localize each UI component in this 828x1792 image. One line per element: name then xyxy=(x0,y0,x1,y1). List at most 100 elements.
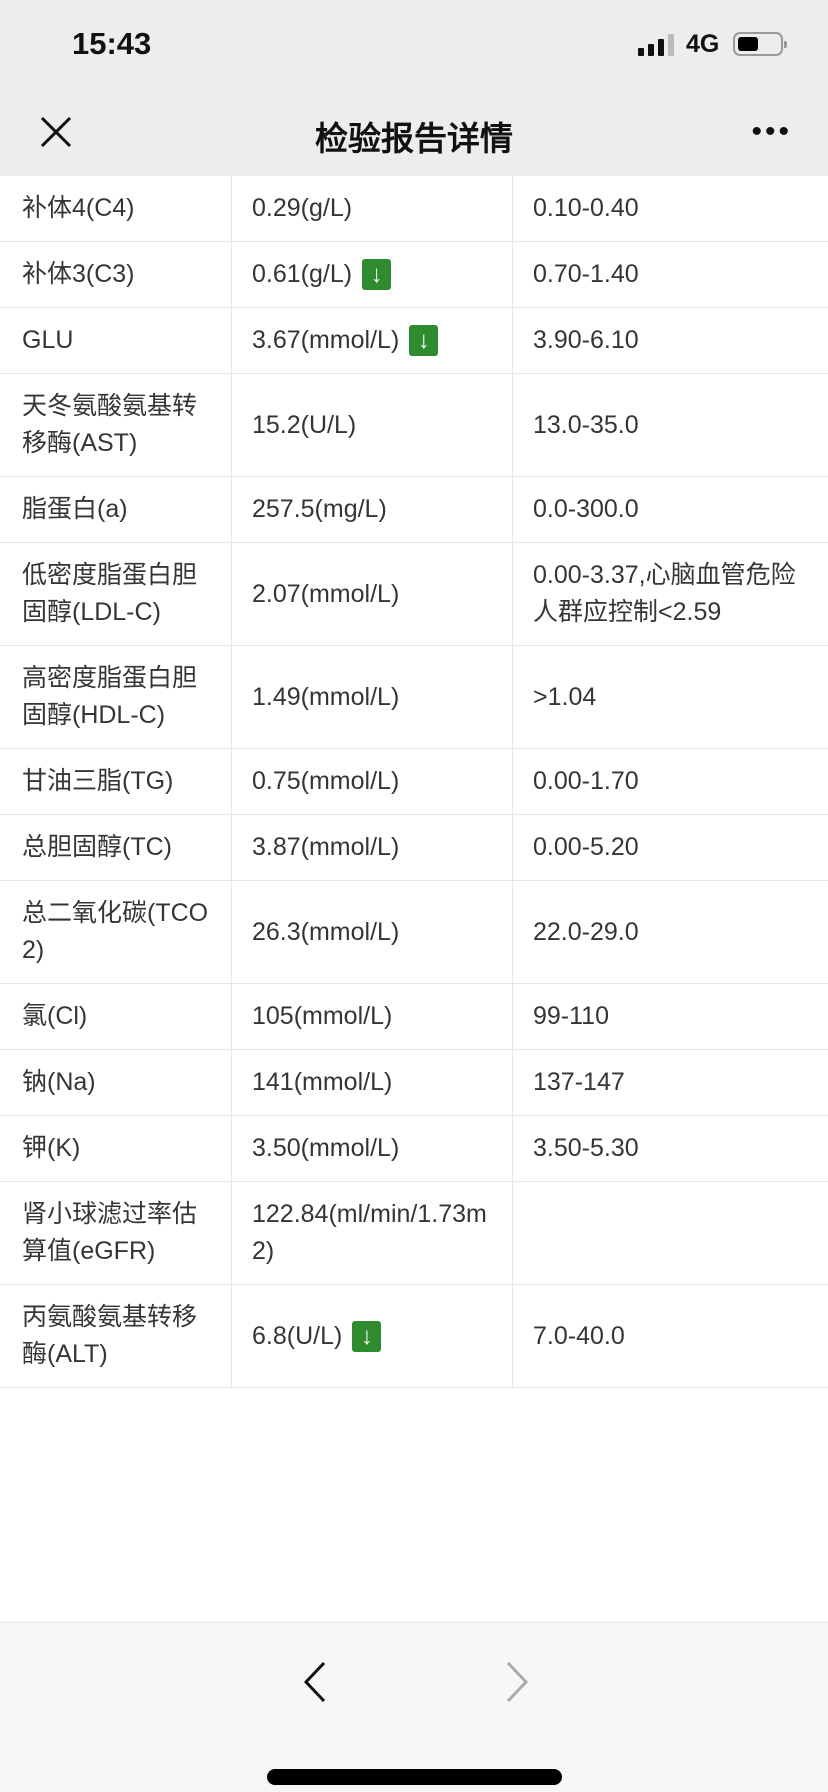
network-type: 4G xyxy=(686,30,720,58)
test-name: 钾(K) xyxy=(0,1116,232,1181)
forward-arrow-icon[interactable] xyxy=(496,1657,536,1707)
table-row: 肾小球滤过率估算值(eGFR) 122.84(ml/min/1.73m2) xyxy=(0,1182,828,1285)
test-name-text: 丙氨酸氨基转移酶(ALT) xyxy=(22,1303,198,1368)
test-value: 122.84(ml/min/1.73m2) xyxy=(232,1182,513,1284)
more-icon[interactable]: ••• xyxy=(751,115,792,148)
table-row: 脂蛋白(a) 257.5(mg/L) 0.0-300.0 xyxy=(0,477,828,543)
home-indicator[interactable] xyxy=(267,1769,562,1785)
reference-range: 137-147 xyxy=(513,1050,828,1115)
reference-range-text: 99-110 xyxy=(533,1002,609,1030)
test-name: 钠(Na) xyxy=(0,1050,232,1115)
test-name: 低密度脂蛋白胆固醇(LDL-C) xyxy=(0,543,232,645)
test-value: 15.2(U/L) xyxy=(232,374,513,476)
reference-range: 0.70-1.40 xyxy=(513,242,828,307)
table-row: 高密度脂蛋白胆固醇(HDL-C) 1.49(mmol/L) >1.04 xyxy=(0,646,828,749)
test-value-text: 141(mmol/L) xyxy=(252,1068,393,1096)
test-name: 氯(Cl) xyxy=(0,984,232,1049)
reference-range: 3.90-6.10 xyxy=(513,308,828,373)
test-value: 0.61(g/L) ↓ xyxy=(232,242,513,307)
arrow-down-icon: ↓ xyxy=(362,259,392,290)
reference-range-text: 0.0-300.0 xyxy=(533,495,639,523)
reference-range-text: 0.10-0.40 xyxy=(533,194,639,222)
test-value-text: 0.75(mmol/L) xyxy=(252,767,400,795)
test-value-text: 2.07(mmol/L) xyxy=(252,579,400,608)
reference-range: 0.00-5.20 xyxy=(513,815,828,880)
test-name: GLU xyxy=(0,308,232,373)
test-value-text: 6.8(U/L) xyxy=(252,1321,343,1350)
close-icon[interactable] xyxy=(36,112,76,152)
table-row: 补体3(C3) 0.61(g/L) ↓ 0.70-1.40 xyxy=(0,242,828,308)
arrow-down-icon: ↓ xyxy=(352,1320,382,1352)
reference-range-text: >1.04 xyxy=(533,682,597,711)
report-table: 补体4(C4) 0.29(g/L) 0.10-0.40 补体3(C3) 0.61(… xyxy=(0,176,828,1388)
test-value: 3.50(mmol/L) xyxy=(232,1116,513,1181)
table-row: 补体4(C4) 0.29(g/L) 0.10-0.40 xyxy=(0,176,828,242)
test-value: 257.5(mg/L) xyxy=(232,477,513,542)
test-value: 3.67(mmol/L) ↓ xyxy=(232,308,513,373)
test-value-text: 26.3(mmol/L) xyxy=(252,917,400,946)
table-row: 氯(Cl) 105(mmol/L) 99-110 xyxy=(0,984,828,1050)
table-row: 总胆固醇(TC) 3.87(mmol/L) 0.00-5.20 xyxy=(0,815,828,881)
reference-range-text: 0.00-5.20 xyxy=(533,833,639,861)
test-name-text: 甘油三脂(TG) xyxy=(22,767,174,795)
battery-icon xyxy=(733,32,787,56)
test-name-text: 总胆固醇(TC) xyxy=(22,833,172,861)
test-name-text: 天冬氨酸氨基转移酶(AST) xyxy=(22,392,198,457)
test-name: 脂蛋白(a) xyxy=(0,477,232,542)
reference-range: 0.00-3.37,心脑血管危险人群应控制<2.59 xyxy=(513,543,828,645)
test-value-text: 257.5(mg/L) xyxy=(252,495,387,523)
reference-range-text: 0.00-3.37,心脑血管危险人群应控制<2.59 xyxy=(533,561,796,626)
test-name: 总二氧化碳(TCO2) xyxy=(0,881,232,983)
table-row: 天冬氨酸氨基转移酶(AST) 15.2(U/L) 13.0-35.0 xyxy=(0,374,828,477)
bottom-toolbar xyxy=(0,1622,828,1792)
reference-range xyxy=(513,1182,828,1284)
test-name-text: 补体4(C4) xyxy=(22,194,135,222)
test-value-text: 1.49(mmol/L) xyxy=(252,682,400,711)
test-value-text: 0.61(g/L) xyxy=(252,260,353,288)
nav-bar: 检验报告详情 ••• xyxy=(0,88,828,176)
test-name-text: 总二氧化碳(TCO2) xyxy=(22,899,209,964)
arrow-down-icon: ↓ xyxy=(409,325,439,356)
test-name-text: 肾小球滤过率估算值(eGFR) xyxy=(22,1200,198,1265)
table-row: GLU 3.67(mmol/L) ↓ 3.90-6.10 xyxy=(0,308,828,374)
test-name-text: 高密度脂蛋白胆固醇(HDL-C) xyxy=(22,664,198,729)
table-row: 钾(K) 3.50(mmol/L) 3.50-5.30 xyxy=(0,1116,828,1182)
test-name: 补体4(C4) xyxy=(0,176,232,241)
test-name-text: 钠(Na) xyxy=(22,1068,96,1096)
back-arrow-icon[interactable] xyxy=(296,1657,336,1707)
table-row: 低密度脂蛋白胆固醇(LDL-C) 2.07(mmol/L) 0.00-3.37,… xyxy=(0,543,828,646)
test-value-text: 122.84(ml/min/1.73m2) xyxy=(252,1200,487,1265)
test-value-text: 3.50(mmol/L) xyxy=(252,1134,400,1162)
reference-range: 7.0-40.0 xyxy=(513,1285,828,1387)
reference-range-text: 0.70-1.40 xyxy=(533,260,639,288)
test-name-text: 脂蛋白(a) xyxy=(22,495,128,523)
reference-range: 22.0-29.0 xyxy=(513,881,828,983)
test-value: 1.49(mmol/L) xyxy=(232,646,513,748)
status-time: 15:43 xyxy=(72,26,152,61)
table-row: 总二氧化碳(TCO2) 26.3(mmol/L) 22.0-29.0 xyxy=(0,881,828,984)
test-name: 补体3(C3) xyxy=(0,242,232,307)
test-value-text: 0.29(g/L) xyxy=(252,194,353,222)
table-row: 丙氨酸氨基转移酶(ALT) 6.8(U/L) ↓ 7.0-40.0 xyxy=(0,1285,828,1388)
reference-range: 3.50-5.30 xyxy=(513,1116,828,1181)
reference-range-text: 13.0-35.0 xyxy=(533,410,639,439)
test-name: 丙氨酸氨基转移酶(ALT) xyxy=(0,1285,232,1387)
test-name: 总胆固醇(TC) xyxy=(0,815,232,880)
test-value: 3.87(mmol/L) xyxy=(232,815,513,880)
reference-range-text: 137-147 xyxy=(533,1068,625,1096)
status-bar: 15:43 4G xyxy=(0,0,828,88)
test-value: 105(mmol/L) xyxy=(232,984,513,1049)
reference-range: 0.10-0.40 xyxy=(513,176,828,241)
test-name-text: 钾(K) xyxy=(22,1134,81,1162)
test-name-text: 补体3(C3) xyxy=(22,260,135,288)
reference-range: 0.00-1.70 xyxy=(513,749,828,814)
test-name: 天冬氨酸氨基转移酶(AST) xyxy=(0,374,232,476)
test-value: 2.07(mmol/L) xyxy=(232,543,513,645)
table-row: 钠(Na) 141(mmol/L) 137-147 xyxy=(0,1050,828,1116)
signal-icon xyxy=(638,34,674,56)
reference-range-text: 3.50-5.30 xyxy=(533,1134,639,1162)
test-value-text: 105(mmol/L) xyxy=(252,1002,393,1030)
test-name-text: 低密度脂蛋白胆固醇(LDL-C) xyxy=(22,561,198,626)
reference-range: >1.04 xyxy=(513,646,828,748)
reference-range: 0.0-300.0 xyxy=(513,477,828,542)
